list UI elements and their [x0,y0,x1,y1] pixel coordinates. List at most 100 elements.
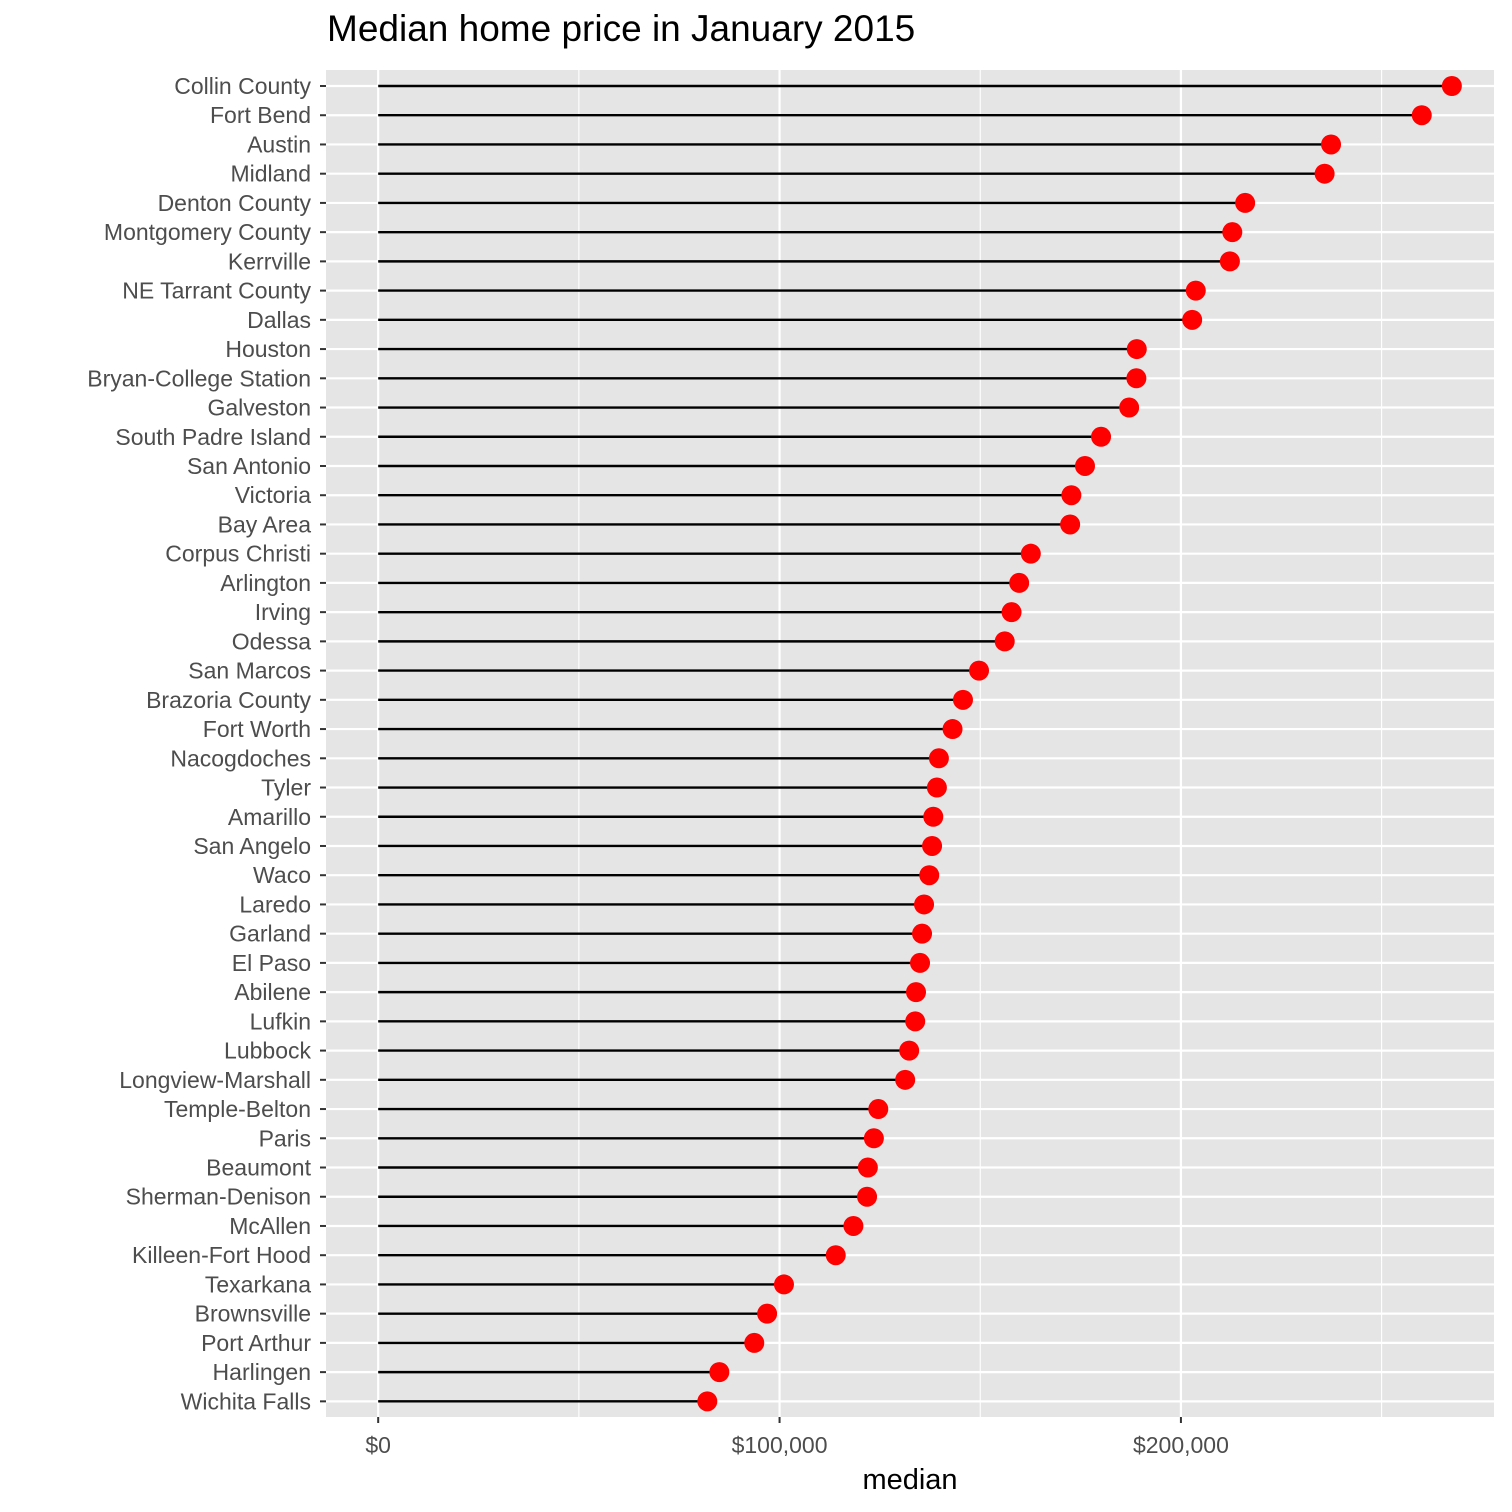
y-tick-label: Fort Bend [210,102,311,128]
x-tick-label: $0 [365,1432,391,1458]
minor-gridlines [578,70,1383,1417]
y-tick-label: Amarillo [228,804,311,830]
y-axis: Collin County Fort Bend Austin Midland Dento… [87,73,326,1414]
lollipop-point [1020,543,1041,564]
lollipop-point [906,982,927,1003]
y-tick-label: Port Arthur [201,1330,311,1356]
y-tick-label: Wichita Falls [181,1388,311,1414]
lollipop-point [1001,602,1022,623]
y-tick-label: Brownsville [195,1301,311,1327]
y-tick-label: Longview-Marshall [119,1067,311,1093]
y-tick-label: McAllen [229,1213,311,1239]
y-tick-label: Denton County [158,190,312,216]
lollipop-point [863,1128,884,1149]
lollipop-point [868,1099,889,1120]
x-axis: $0 $100,000 $200,000 [365,1417,1229,1458]
lollipop-point [952,689,973,710]
lollipop-point [857,1186,878,1207]
lollipop-point [922,835,943,856]
lollipop-point [757,1303,778,1324]
lollipop-point [923,806,944,827]
y-tick-label: South Padre Island [115,424,311,450]
plot-panel [326,70,1494,1417]
lollipop-point [1119,397,1140,418]
y-tick-label: Odessa [232,628,311,654]
y-tick-label: Montgomery County [104,219,312,245]
lollipop-point [843,1215,864,1236]
y-tick-label: Bay Area [218,511,312,537]
chart-title: Median home price in January 2015 [327,8,916,49]
y-tick-label: Waco [253,862,311,888]
lollipop-point [697,1391,718,1412]
y-tick-label: Texarkana [205,1271,311,1297]
y-tick-label: Lufkin [250,1008,311,1034]
lollipop-point [1126,368,1147,389]
y-tick-label: Killeen-Fort Hood [132,1242,311,1268]
x-axis-title: median [862,1464,957,1496]
y-tick-label: Brazoria County [146,687,311,713]
lollipop-point [857,1157,878,1178]
y-tick-label: Tyler [261,775,311,801]
y-tick-label: Harlingen [213,1359,311,1385]
x-tick-label: $100,000 [732,1432,828,1458]
lollipop-point [942,719,963,740]
lollipop-point [895,1069,916,1090]
lollipop-point [1182,309,1203,330]
lollipop-point [1126,339,1147,360]
y-tick-label: Lubbock [224,1038,311,1064]
lollipop-point [1009,572,1030,593]
y-tick-label: Fort Worth [203,716,311,742]
y-tick-label: Collin County [174,73,311,99]
y-tick-label: Irving [255,599,311,625]
y-tick-label: Victoria [235,482,311,508]
y-tick-label: NE Tarrant County [122,278,311,304]
y-tick-label: Abilene [234,979,311,1005]
y-tick-label: San Marcos [188,658,311,684]
lollipop-point [1185,280,1206,301]
y-tick-label: Garland [229,921,311,947]
lollipop-point [825,1245,846,1266]
lollipop-point [1314,163,1335,184]
lollipop-point [969,660,990,681]
lollipop-point [994,631,1015,652]
y-tick-label: Sherman-Denison [126,1184,311,1210]
lollipop-point [910,952,931,973]
y-tick-label: Beaumont [206,1155,311,1181]
lollipop-point [1219,251,1240,272]
y-tick-label: Kerrville [228,248,311,274]
y-tick-label: Austin [247,131,311,157]
y-tick-label: Arlington [220,570,311,596]
lollipop-point [919,865,940,886]
lollipop-point [709,1362,730,1383]
lollipop-point [926,777,947,798]
lollipop-point [928,748,949,769]
lollipop-point [1074,455,1095,476]
y-tick-label: Corpus Christi [165,541,311,567]
y-tick-label: San Angelo [193,833,311,859]
y-tick-label: San Antonio [187,453,311,479]
lollipop-point [1235,192,1256,213]
y-tick-label: Bryan-College Station [87,365,311,391]
lollipop-point [1411,105,1432,126]
stems [378,84,1452,1403]
y-tick-label: Houston [225,336,311,362]
lollipop-point [773,1274,794,1295]
lollipop-point [1222,222,1243,243]
y-tick-label: Laredo [239,891,311,917]
y-tick-label: Midland [230,161,311,187]
y-tick-label: El Paso [232,950,311,976]
lollipop-point [744,1332,765,1353]
lollipop-point [905,1011,926,1032]
lollipop-point [1441,76,1462,96]
y-tick-label: Dallas [247,307,311,333]
y-tick-label: Temple-Belton [164,1096,311,1122]
y-tick-label: Nacogdoches [170,745,311,771]
y-tick-label: Paris [259,1125,311,1151]
lollipop-point [1061,485,1082,506]
lollipop-point [1060,514,1081,535]
points [697,76,1462,1412]
lollipop-point [1091,426,1112,447]
lollipop-point [1321,134,1342,155]
x-tick-label: $200,000 [1133,1432,1229,1458]
